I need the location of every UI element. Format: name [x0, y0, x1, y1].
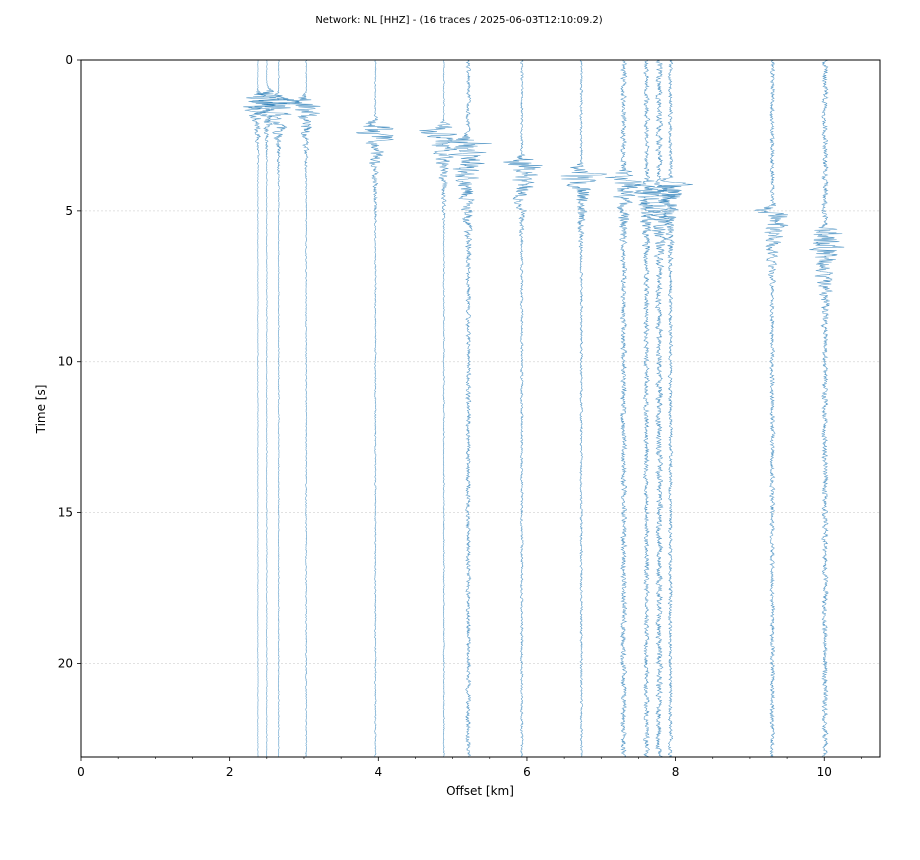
x-tick-label: 0: [77, 765, 85, 779]
trace-4: [288, 59, 321, 758]
y-tick-label: 0: [65, 53, 73, 67]
trace-7: [447, 59, 492, 758]
x-axis: 0 2 4 6 8 10: [77, 757, 862, 779]
trace-2: [248, 59, 294, 758]
x-tick-label: 4: [374, 765, 382, 779]
trace-12: [640, 59, 682, 758]
x-tick-label: 8: [672, 765, 680, 779]
y-tick-label: 20: [58, 656, 73, 670]
trace-8: [503, 59, 543, 758]
y-tick-label: 5: [65, 204, 73, 218]
trace-1: [243, 59, 280, 758]
y-tick-label: 15: [58, 506, 73, 520]
x-tick-label: 6: [523, 765, 531, 779]
trace-9: [560, 59, 607, 758]
trace-14: [754, 59, 789, 758]
x-axis-label: Offset [km]: [446, 784, 514, 798]
y-axis-label: Time [s]: [34, 385, 48, 435]
trace-6: [419, 59, 458, 758]
trace-13: [647, 59, 693, 758]
x-tick-label: 10: [817, 765, 832, 779]
trace-5: [356, 59, 394, 758]
y-axis: 0 5 10 15 20: [58, 53, 81, 670]
y-tick-label: 10: [58, 355, 73, 369]
trace-layer: [243, 59, 845, 758]
trace-10: [605, 59, 642, 758]
plot-frame: [80, 59, 881, 758]
trace-15: [809, 59, 845, 758]
x-tick-label: 2: [226, 765, 234, 779]
grid-lines: [81, 210, 880, 664]
trace-11: [633, 59, 660, 758]
trace-3: [259, 59, 300, 758]
chart-title: Network: NL [HHZ] - (16 traces / 2025-06…: [315, 15, 602, 26]
